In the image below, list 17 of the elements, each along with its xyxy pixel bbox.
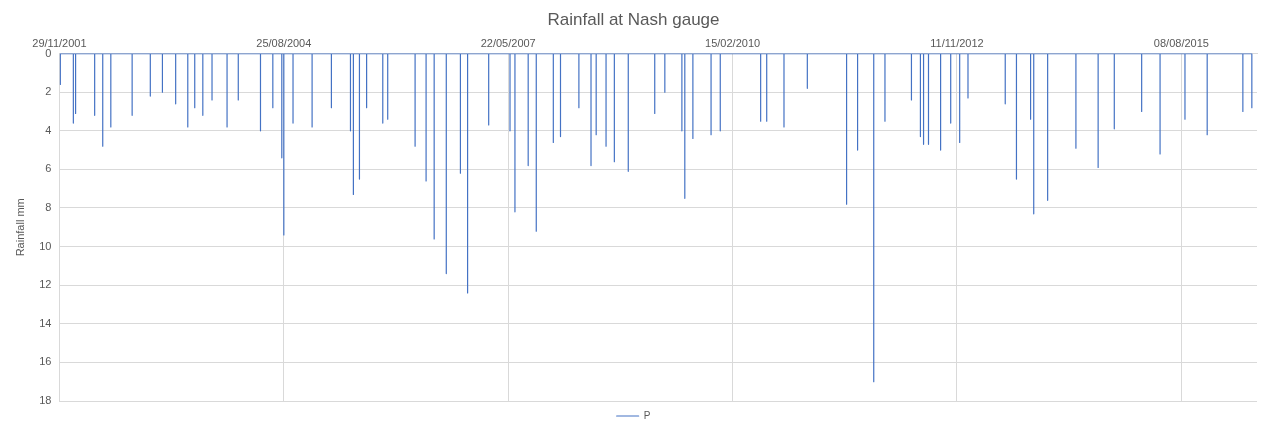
y-tick-label: 10 bbox=[39, 239, 52, 252]
chart-title: Rainfall at Nash gauge bbox=[547, 9, 720, 29]
y-tick-label: 16 bbox=[39, 355, 52, 368]
y-tick-label: 2 bbox=[45, 85, 52, 98]
y-tick-label: 6 bbox=[45, 162, 52, 175]
legend-label: P bbox=[643, 409, 651, 421]
y-tick-label: 12 bbox=[39, 278, 52, 291]
x-tick-label: 15/02/2010 bbox=[705, 37, 761, 50]
x-tick-label: 11/11/2012 bbox=[930, 37, 984, 50]
y-tick-label: 18 bbox=[39, 394, 52, 407]
x-tick-label: 08/08/2015 bbox=[1153, 37, 1209, 50]
x-tick-label: 22/05/2007 bbox=[480, 37, 536, 50]
y-tick-label: 14 bbox=[39, 316, 52, 329]
y-axis-title: Rainfall mm bbox=[13, 198, 26, 257]
x-tick-label: 25/08/2004 bbox=[256, 37, 312, 50]
y-tick-label: 4 bbox=[45, 123, 52, 136]
y-tick-label: 8 bbox=[45, 201, 52, 214]
